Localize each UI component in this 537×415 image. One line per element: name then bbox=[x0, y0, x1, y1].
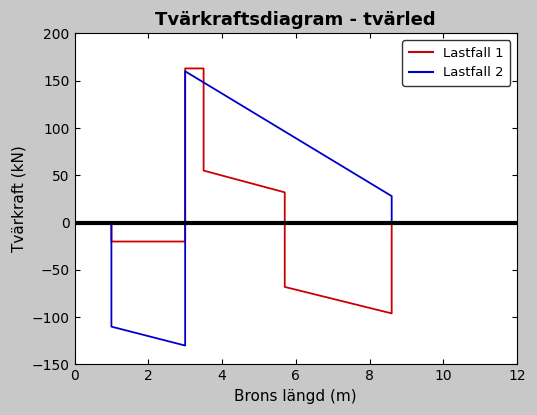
Title: Tvärkraftsdiagram - tvärled: Tvärkraftsdiagram - tvärled bbox=[156, 11, 436, 29]
Y-axis label: Tvärkraft (kN): Tvärkraft (kN) bbox=[11, 146, 26, 252]
X-axis label: Brons längd (m): Brons längd (m) bbox=[235, 389, 357, 404]
Legend: Lastfall 1, Lastfall 2: Lastfall 1, Lastfall 2 bbox=[402, 40, 511, 86]
